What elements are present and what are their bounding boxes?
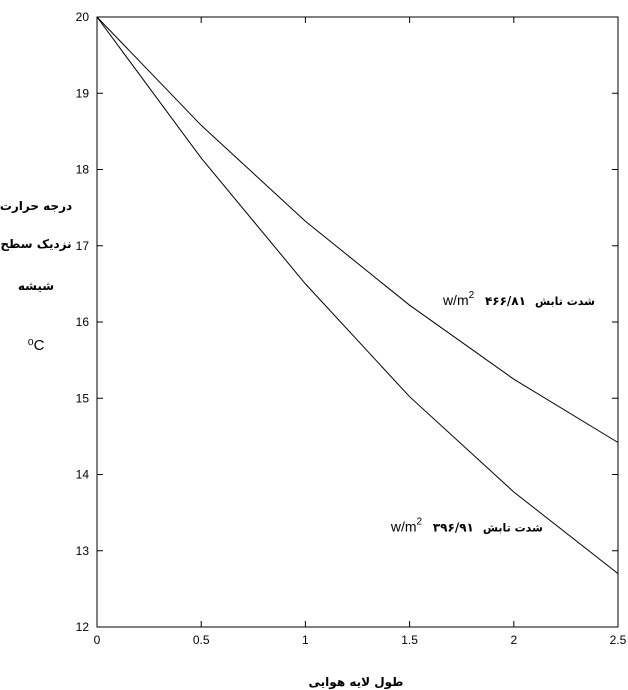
annotation-series-1: w/m2 ۴۶۶/۸۱ شدت تابش bbox=[442, 290, 595, 308]
y-tick-label: 15 bbox=[76, 391, 90, 405]
annotation-2-number: ۳۹۶/۹۱ bbox=[433, 521, 474, 535]
annotation-1-text: شدت تابش bbox=[535, 295, 595, 308]
x-axis-label: طول لایه هوایی bbox=[309, 675, 404, 690]
x-tick-label: 2.5 bbox=[610, 633, 627, 647]
x-tick-label: 0 bbox=[94, 633, 101, 647]
y-tick-label: 12 bbox=[76, 620, 90, 634]
annotation-2-unit-sup: 2 bbox=[417, 517, 423, 528]
annotation-2-text: شدت تابش bbox=[483, 522, 543, 535]
series-line-2 bbox=[96, 16, 619, 574]
axis-ticks bbox=[96, 16, 619, 628]
annotation-1-number: ۴۶۶/۸۱ bbox=[485, 294, 526, 308]
y-axis-label-line-3: شیشه bbox=[18, 279, 54, 293]
series-lines bbox=[96, 16, 619, 574]
annotation-series-2: w/m2 ۳۹۶/۹۱ شدت تابش bbox=[390, 517, 543, 535]
annotation-2-unit: w/m2 bbox=[390, 517, 423, 535]
y-tick-label: 16 bbox=[76, 315, 90, 329]
x-tick-label: 1.5 bbox=[401, 633, 418, 647]
y-tick-label: 20 bbox=[76, 10, 90, 24]
y-tick-label: 19 bbox=[76, 86, 90, 100]
annotation-2-unit-base: w/m bbox=[390, 519, 417, 535]
y-tick-label: 18 bbox=[76, 163, 90, 177]
annotation-1-unit-sup: 2 bbox=[469, 290, 475, 301]
series-line-1 bbox=[96, 16, 619, 443]
y-axis-label-line-1: درجه حرارت bbox=[0, 199, 72, 213]
y-tick-label: 17 bbox=[76, 239, 90, 253]
axis-tick-labels: 0 0.5 1 1.5 2 2.5 12 13 14 15 16 17 18 19 20 bbox=[76, 10, 627, 647]
y-axis-label-line-2: نزدیک سطح bbox=[0, 237, 71, 251]
x-tick-label: 2 bbox=[510, 633, 517, 647]
plot-area bbox=[96, 16, 619, 628]
y-tick-label: 14 bbox=[76, 468, 90, 482]
annotation-1-unit-base: w/m bbox=[442, 292, 469, 308]
annotation-1-unit: w/m2 bbox=[442, 290, 475, 308]
annotations: w/m2 ۴۶۶/۸۱ شدت تابش w/m2 ۳۹۶/۹۱ شدت تاب… bbox=[390, 290, 595, 534]
x-tick-label: 1 bbox=[302, 633, 309, 647]
y-axis-unit: ⁰C bbox=[28, 337, 45, 354]
y-tick-label: 13 bbox=[76, 544, 90, 558]
y-axis-label: درجه حرارت نزدیک سطح شیشه ⁰C bbox=[0, 199, 72, 354]
x-tick-label: 0.5 bbox=[193, 633, 210, 647]
